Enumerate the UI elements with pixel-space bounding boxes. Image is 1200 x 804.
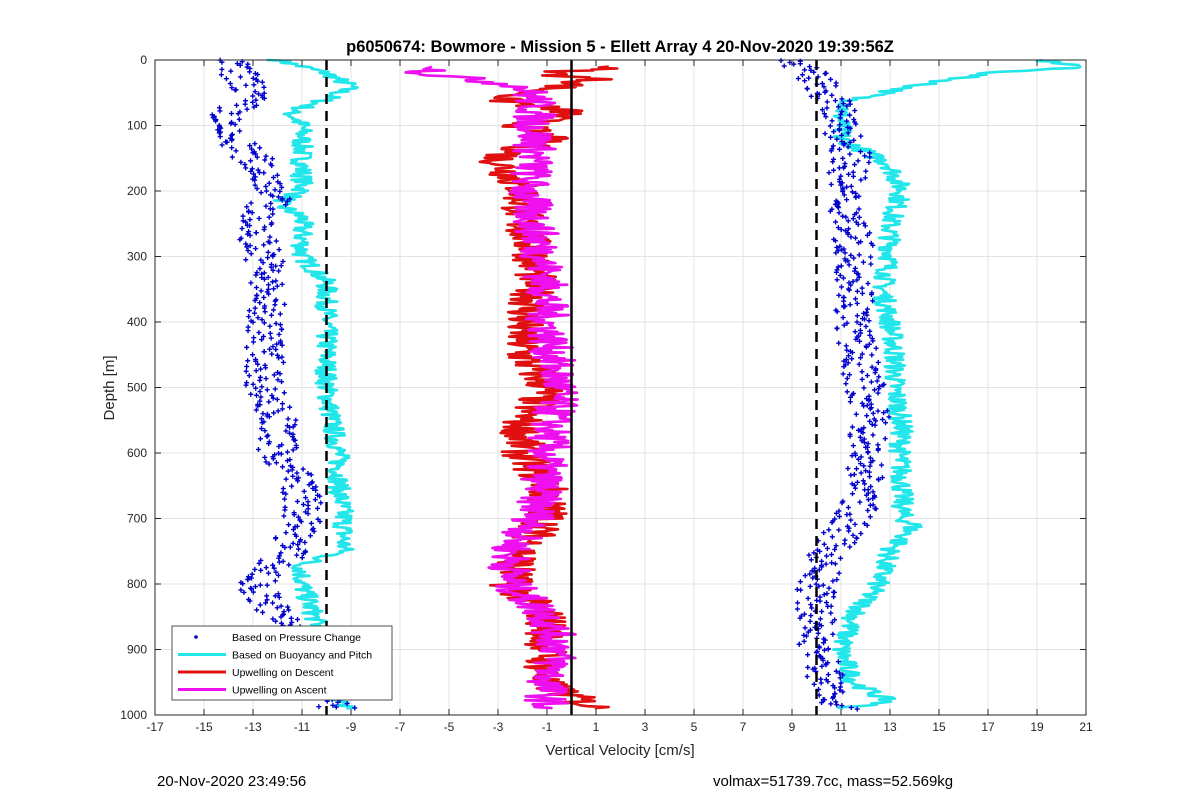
x-tick-label: -5 (444, 720, 455, 734)
data-layer (209, 57, 1082, 712)
series-based-on-buoyancy-and-pitch-descent (266, 58, 359, 710)
x-tick-label: 11 (835, 720, 848, 734)
x-tick-label: -9 (346, 720, 357, 734)
x-tick-label: 3 (642, 720, 649, 734)
y-tick-label: 800 (127, 577, 147, 591)
legend-swatch-dot (194, 635, 198, 639)
reference-lines (325, 60, 818, 715)
y-tick-label: 0 (140, 53, 147, 67)
legend-label: Based on Pressure Change (232, 632, 361, 644)
x-tick-label: -7 (395, 720, 406, 734)
x-tick-label: -1 (542, 720, 553, 734)
series-based-on-buoyancy-and-pitch-ascent (831, 58, 1082, 710)
y-tick-label: 100 (127, 119, 147, 133)
x-tick-label: -3 (493, 720, 504, 734)
y-tick-label: 600 (127, 446, 147, 460)
x-tick-label: 7 (740, 720, 747, 734)
legend: Based on Pressure Change Based on Buoyanc… (171, 625, 393, 701)
footer-timestamp: 20-Nov-2020 23:49:56 (157, 773, 307, 790)
legend-label: Based on Buoyancy and Pitch (232, 650, 372, 662)
y-axis-label: Depth [m] (101, 355, 118, 420)
legend-label: Upwelling on Ascent (232, 685, 327, 697)
series-pressure-change-descent (209, 57, 358, 711)
x-tick-label: 9 (789, 720, 796, 734)
x-tick-label: -15 (195, 720, 213, 734)
y-tick-label: 1000 (120, 708, 147, 722)
x-tick-label: 17 (981, 720, 995, 734)
y-tick-label: 900 (127, 643, 147, 657)
x-tick-label: 19 (1030, 720, 1044, 734)
y-tick-label: 500 (127, 381, 147, 395)
grid-layer (154, 59, 1087, 716)
x-tick-label: -17 (146, 720, 164, 734)
chart-title: p6050674: Bowmore - Mission 5 - Ellett A… (346, 38, 894, 56)
y-tick-label: 300 (127, 250, 147, 264)
y-tick-label: 400 (127, 315, 147, 329)
legend-label: Upwelling on Descent (232, 667, 334, 679)
x-tick-label: -11 (294, 720, 311, 734)
x-tick-label: 5 (691, 720, 698, 734)
series-pressure-change-ascent (778, 58, 892, 712)
x-tick-label: 15 (932, 720, 946, 734)
tick-layer: -17 -15 -13 -11 -9 -7 -5 -3 -1 1 3 5 7 9 11 13 15 17 19 210… (120, 53, 1093, 734)
legend-box (171, 625, 393, 701)
y-tick-label: 200 (127, 184, 147, 198)
x-tick-label: 21 (1079, 720, 1093, 734)
x-tick-label: 13 (883, 720, 897, 734)
x-axis-label: Vertical Velocity [cm/s] (545, 742, 694, 759)
x-tick-label: -13 (244, 720, 262, 734)
series-upwelling-on-ascent (404, 65, 579, 710)
x-tick-label: 1 (593, 720, 600, 734)
footer-stats: volmax=51739.7cc, mass=52.569kg (713, 773, 954, 790)
y-tick-label: 700 (127, 512, 147, 526)
